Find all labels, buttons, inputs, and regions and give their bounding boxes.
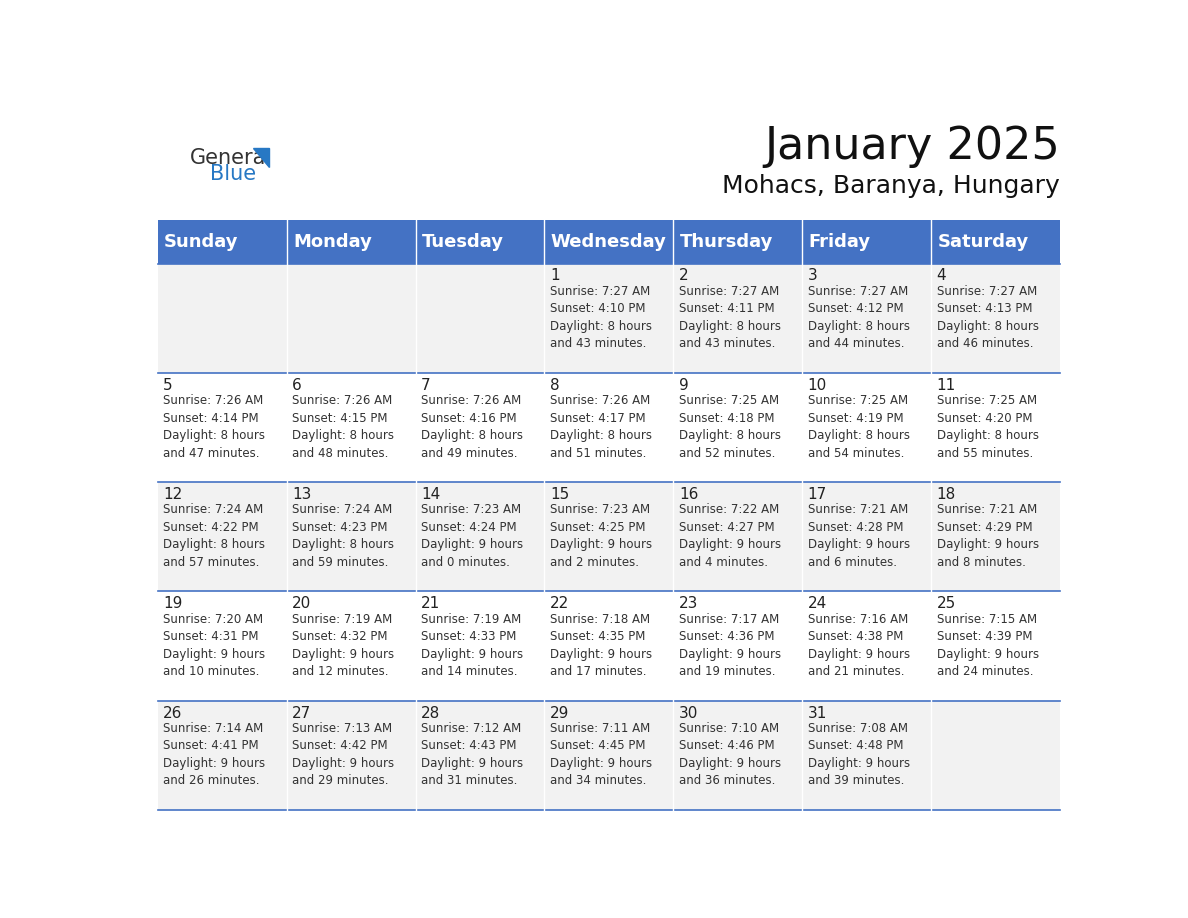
- Text: Blue: Blue: [210, 163, 257, 184]
- Text: 26: 26: [163, 706, 183, 721]
- Text: Sunrise: 7:26 AM
Sunset: 4:14 PM
Daylight: 8 hours
and 47 minutes.: Sunrise: 7:26 AM Sunset: 4:14 PM Dayligh…: [163, 394, 265, 460]
- Text: Sunrise: 7:21 AM
Sunset: 4:28 PM
Daylight: 9 hours
and 6 minutes.: Sunrise: 7:21 AM Sunset: 4:28 PM Dayligh…: [808, 503, 910, 569]
- Text: January 2025: January 2025: [764, 126, 1060, 168]
- Text: 25: 25: [936, 597, 956, 611]
- Text: Sunrise: 7:27 AM
Sunset: 4:10 PM
Daylight: 8 hours
and 43 minutes.: Sunrise: 7:27 AM Sunset: 4:10 PM Dayligh…: [550, 285, 652, 351]
- Text: 24: 24: [808, 597, 827, 611]
- Text: 22: 22: [550, 597, 569, 611]
- Text: 27: 27: [292, 706, 311, 721]
- Text: 30: 30: [678, 706, 699, 721]
- Text: 31: 31: [808, 706, 827, 721]
- Text: Sunrise: 7:21 AM
Sunset: 4:29 PM
Daylight: 9 hours
and 8 minutes.: Sunrise: 7:21 AM Sunset: 4:29 PM Dayligh…: [936, 503, 1038, 569]
- Text: 28: 28: [421, 706, 441, 721]
- Text: Sunrise: 7:25 AM
Sunset: 4:18 PM
Daylight: 8 hours
and 52 minutes.: Sunrise: 7:25 AM Sunset: 4:18 PM Dayligh…: [678, 394, 781, 460]
- Text: 2: 2: [678, 268, 689, 284]
- Text: 14: 14: [421, 487, 441, 502]
- Bar: [931, 219, 1060, 263]
- Text: Sunrise: 7:24 AM
Sunset: 4:23 PM
Daylight: 8 hours
and 59 minutes.: Sunrise: 7:24 AM Sunset: 4:23 PM Dayligh…: [292, 503, 394, 569]
- Text: 3: 3: [808, 268, 817, 284]
- Text: Sunrise: 7:12 AM
Sunset: 4:43 PM
Daylight: 9 hours
and 31 minutes.: Sunrise: 7:12 AM Sunset: 4:43 PM Dayligh…: [421, 722, 523, 788]
- Text: Sunrise: 7:11 AM
Sunset: 4:45 PM
Daylight: 9 hours
and 34 minutes.: Sunrise: 7:11 AM Sunset: 4:45 PM Dayligh…: [550, 722, 652, 788]
- Text: Sunrise: 7:25 AM
Sunset: 4:19 PM
Daylight: 8 hours
and 54 minutes.: Sunrise: 7:25 AM Sunset: 4:19 PM Dayligh…: [808, 394, 910, 460]
- Bar: [158, 219, 286, 263]
- Bar: [286, 219, 416, 263]
- Text: 11: 11: [936, 378, 956, 393]
- Text: Sunrise: 7:27 AM
Sunset: 4:11 PM
Daylight: 8 hours
and 43 minutes.: Sunrise: 7:27 AM Sunset: 4:11 PM Dayligh…: [678, 285, 781, 351]
- Text: Sunrise: 7:14 AM
Sunset: 4:41 PM
Daylight: 9 hours
and 26 minutes.: Sunrise: 7:14 AM Sunset: 4:41 PM Dayligh…: [163, 722, 265, 788]
- Bar: [158, 700, 1060, 810]
- Text: 19: 19: [163, 597, 183, 611]
- Text: 5: 5: [163, 378, 173, 393]
- Text: General: General: [190, 148, 272, 167]
- Text: 29: 29: [550, 706, 569, 721]
- Bar: [802, 219, 931, 263]
- Text: Sunrise: 7:26 AM
Sunset: 4:16 PM
Daylight: 8 hours
and 49 minutes.: Sunrise: 7:26 AM Sunset: 4:16 PM Dayligh…: [421, 394, 523, 460]
- Text: 6: 6: [292, 378, 302, 393]
- Text: 13: 13: [292, 487, 311, 502]
- Text: Sunrise: 7:15 AM
Sunset: 4:39 PM
Daylight: 9 hours
and 24 minutes.: Sunrise: 7:15 AM Sunset: 4:39 PM Dayligh…: [936, 612, 1038, 678]
- Text: Sunrise: 7:25 AM
Sunset: 4:20 PM
Daylight: 8 hours
and 55 minutes.: Sunrise: 7:25 AM Sunset: 4:20 PM Dayligh…: [936, 394, 1038, 460]
- Text: 8: 8: [550, 378, 560, 393]
- Text: Sunrise: 7:16 AM
Sunset: 4:38 PM
Daylight: 9 hours
and 21 minutes.: Sunrise: 7:16 AM Sunset: 4:38 PM Dayligh…: [808, 612, 910, 678]
- Polygon shape: [253, 148, 270, 167]
- Text: 17: 17: [808, 487, 827, 502]
- Text: 15: 15: [550, 487, 569, 502]
- Text: 18: 18: [936, 487, 956, 502]
- Text: Sunrise: 7:20 AM
Sunset: 4:31 PM
Daylight: 9 hours
and 10 minutes.: Sunrise: 7:20 AM Sunset: 4:31 PM Dayligh…: [163, 612, 265, 678]
- Text: 7: 7: [421, 378, 431, 393]
- Text: Sunrise: 7:24 AM
Sunset: 4:22 PM
Daylight: 8 hours
and 57 minutes.: Sunrise: 7:24 AM Sunset: 4:22 PM Dayligh…: [163, 503, 265, 569]
- Bar: [158, 263, 1060, 373]
- Text: Sunrise: 7:08 AM
Sunset: 4:48 PM
Daylight: 9 hours
and 39 minutes.: Sunrise: 7:08 AM Sunset: 4:48 PM Dayligh…: [808, 722, 910, 788]
- Text: Sunrise: 7:23 AM
Sunset: 4:24 PM
Daylight: 9 hours
and 0 minutes.: Sunrise: 7:23 AM Sunset: 4:24 PM Dayligh…: [421, 503, 523, 569]
- Text: 21: 21: [421, 597, 441, 611]
- Text: 23: 23: [678, 597, 699, 611]
- Text: Thursday: Thursday: [680, 232, 773, 251]
- Bar: [416, 219, 544, 263]
- Bar: [674, 219, 802, 263]
- Bar: [544, 219, 674, 263]
- Text: Sunrise: 7:27 AM
Sunset: 4:12 PM
Daylight: 8 hours
and 44 minutes.: Sunrise: 7:27 AM Sunset: 4:12 PM Dayligh…: [808, 285, 910, 351]
- Text: Sunrise: 7:22 AM
Sunset: 4:27 PM
Daylight: 9 hours
and 4 minutes.: Sunrise: 7:22 AM Sunset: 4:27 PM Dayligh…: [678, 503, 781, 569]
- Text: Sunrise: 7:27 AM
Sunset: 4:13 PM
Daylight: 8 hours
and 46 minutes.: Sunrise: 7:27 AM Sunset: 4:13 PM Dayligh…: [936, 285, 1038, 351]
- Text: 4: 4: [936, 268, 947, 284]
- Text: Sunrise: 7:26 AM
Sunset: 4:17 PM
Daylight: 8 hours
and 51 minutes.: Sunrise: 7:26 AM Sunset: 4:17 PM Dayligh…: [550, 394, 652, 460]
- Text: Sunrise: 7:19 AM
Sunset: 4:33 PM
Daylight: 9 hours
and 14 minutes.: Sunrise: 7:19 AM Sunset: 4:33 PM Dayligh…: [421, 612, 523, 678]
- Bar: [158, 482, 1060, 591]
- Text: Sunrise: 7:18 AM
Sunset: 4:35 PM
Daylight: 9 hours
and 17 minutes.: Sunrise: 7:18 AM Sunset: 4:35 PM Dayligh…: [550, 612, 652, 678]
- Text: 16: 16: [678, 487, 699, 502]
- Text: 10: 10: [808, 378, 827, 393]
- Text: Wednesday: Wednesday: [551, 232, 666, 251]
- Text: 9: 9: [678, 378, 689, 393]
- Text: Monday: Monday: [293, 232, 372, 251]
- Text: Saturday: Saturday: [937, 232, 1029, 251]
- Text: Sunrise: 7:23 AM
Sunset: 4:25 PM
Daylight: 9 hours
and 2 minutes.: Sunrise: 7:23 AM Sunset: 4:25 PM Dayligh…: [550, 503, 652, 569]
- Text: Sunrise: 7:19 AM
Sunset: 4:32 PM
Daylight: 9 hours
and 12 minutes.: Sunrise: 7:19 AM Sunset: 4:32 PM Dayligh…: [292, 612, 394, 678]
- Bar: [158, 591, 1060, 700]
- Text: Mohacs, Baranya, Hungary: Mohacs, Baranya, Hungary: [722, 174, 1060, 197]
- Text: Friday: Friday: [809, 232, 871, 251]
- Text: Sunrise: 7:26 AM
Sunset: 4:15 PM
Daylight: 8 hours
and 48 minutes.: Sunrise: 7:26 AM Sunset: 4:15 PM Dayligh…: [292, 394, 394, 460]
- Text: Sunrise: 7:17 AM
Sunset: 4:36 PM
Daylight: 9 hours
and 19 minutes.: Sunrise: 7:17 AM Sunset: 4:36 PM Dayligh…: [678, 612, 781, 678]
- Text: 20: 20: [292, 597, 311, 611]
- Text: Sunrise: 7:13 AM
Sunset: 4:42 PM
Daylight: 9 hours
and 29 minutes.: Sunrise: 7:13 AM Sunset: 4:42 PM Dayligh…: [292, 722, 394, 788]
- Text: Sunrise: 7:10 AM
Sunset: 4:46 PM
Daylight: 9 hours
and 36 minutes.: Sunrise: 7:10 AM Sunset: 4:46 PM Dayligh…: [678, 722, 781, 788]
- Bar: [158, 373, 1060, 482]
- Text: Sunday: Sunday: [164, 232, 239, 251]
- Text: 12: 12: [163, 487, 183, 502]
- Text: 1: 1: [550, 268, 560, 284]
- Text: Tuesday: Tuesday: [422, 232, 504, 251]
